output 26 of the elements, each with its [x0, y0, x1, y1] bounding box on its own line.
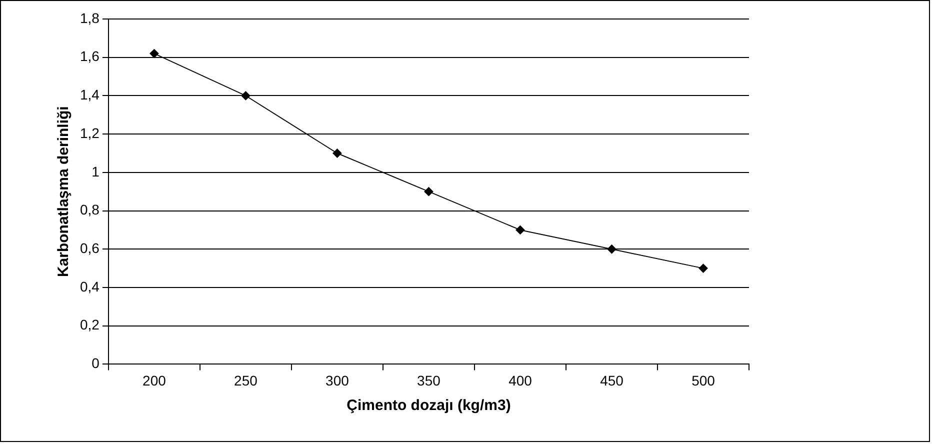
point [332, 148, 342, 158]
y-tick-label: 1,4 [80, 86, 100, 103]
y-tick-label: 1,8 [80, 10, 100, 26]
point [698, 264, 708, 273]
x-tick-label: 400 [508, 372, 532, 388]
x-tick-label: 200 [142, 372, 166, 388]
y-tick-label: 1,6 [80, 48, 100, 64]
y-tick-label: 0 [92, 355, 100, 372]
x-tick-label: 250 [234, 372, 258, 388]
x-axis-title: Çimento dozajı (kg/m3) [346, 397, 511, 414]
point [150, 49, 159, 58]
point [516, 225, 525, 234]
x-tick-label: 500 [692, 372, 716, 388]
point [424, 187, 434, 196]
point [607, 244, 616, 254]
y-tick-label: 1 [92, 163, 100, 180]
x-tick-label: 450 [600, 372, 624, 388]
y-axis-title: Karbonatlaşma derinliği [55, 106, 72, 278]
y-tick-label: 0,4 [80, 278, 100, 294]
y-tick-label: 0,6 [80, 240, 100, 256]
y-tick-label: 0,2 [80, 316, 100, 333]
x-tick-label: 350 [417, 372, 441, 388]
x-tick-label: 300 [326, 372, 350, 388]
y-tick-label: 1,2 [80, 124, 100, 141]
point [241, 91, 250, 100]
y-tick-label: 0,8 [80, 202, 100, 218]
